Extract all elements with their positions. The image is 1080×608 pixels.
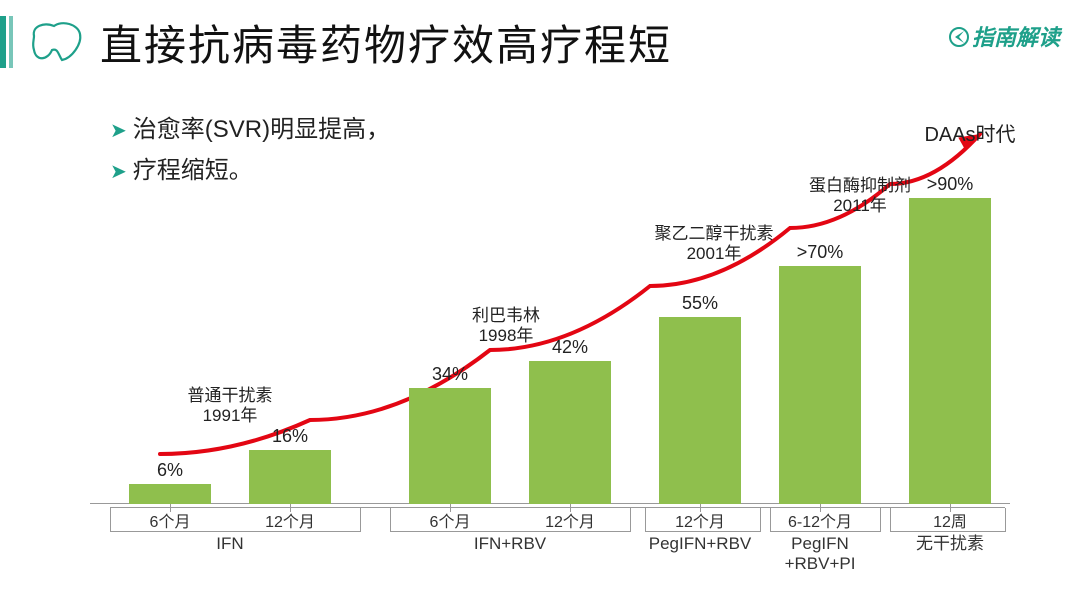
bar-rect — [909, 198, 991, 504]
bar-value-label: 34% — [409, 364, 491, 385]
group-underline — [110, 531, 360, 532]
group-tick — [880, 508, 881, 532]
group-underline — [645, 531, 760, 532]
bar-rect — [129, 484, 211, 504]
group-label: PegIFN +RBV+PI — [785, 534, 856, 574]
group-underline — [770, 531, 880, 532]
header: 直接抗病毒药物疗效高疗程短 指南解读 — [0, 10, 1080, 80]
duration-underline — [110, 507, 1005, 508]
duration-label: 12周 — [933, 508, 967, 532]
group-label: 无干扰素 — [916, 534, 984, 554]
bar-value-label: 6% — [129, 460, 211, 481]
duration-label: 6个月 — [430, 508, 471, 532]
bar-value-label: >90% — [909, 174, 991, 195]
group-row: IFN IFN+RBV PegIFN+RBV PegIFN +RBV+PI 无干扰素 — [90, 532, 1010, 580]
bar-rect — [529, 361, 611, 504]
bar-value-label: >70% — [779, 242, 861, 263]
group-tick — [645, 508, 646, 532]
brand-text: 指南解读 — [972, 25, 1060, 50]
bar-rect — [249, 450, 331, 504]
plot-area: 6% 16% 34% 42% 55% >70% >90% 普通干扰素1991年 利巴韦林1998… — [90, 124, 1010, 504]
bar-rect — [409, 388, 491, 504]
page-title: 直接抗病毒药物疗效高疗程短 — [100, 12, 672, 73]
group-underline — [890, 531, 1005, 532]
group-tick — [1005, 508, 1006, 532]
bar: 34% — [409, 388, 491, 504]
group-tick — [360, 508, 361, 532]
liver-icon — [28, 18, 84, 66]
duration-label: 12个月 — [675, 508, 725, 532]
bar: 42% — [529, 361, 611, 504]
milestone-label: 利巴韦林1998年 — [472, 306, 540, 346]
group-label: IFN+RBV — [474, 534, 546, 554]
bar-rect — [659, 317, 741, 504]
accent-bar — [0, 16, 18, 68]
bar-rect — [779, 266, 861, 504]
duration-label: 12个月 — [265, 508, 315, 532]
group-label: IFN — [216, 534, 243, 554]
bar: 16% — [249, 450, 331, 504]
milestone-label: 蛋白酶抑制剂2011年 — [809, 176, 911, 216]
group-tick — [770, 508, 771, 532]
group-underline — [390, 531, 630, 532]
duration-label: 6-12个月 — [788, 508, 852, 532]
milestone-label: 聚乙二醇干扰素2001年 — [655, 224, 774, 264]
bar-value-label: 42% — [529, 337, 611, 358]
bar: >90% — [909, 198, 991, 504]
group-tick — [390, 508, 391, 532]
duration-label: 12个月 — [545, 508, 595, 532]
duration-label: 6个月 — [150, 508, 191, 532]
era-label: DAAs时代 — [924, 118, 1015, 147]
slide: 直接抗病毒药物疗效高疗程短 指南解读 ➤治愈率(SVR)明显提高， ➤疗程缩短。… — [0, 0, 1080, 608]
group-tick — [890, 508, 891, 532]
svr-chart: 6% 16% 34% 42% 55% >70% >90% 普通干扰素1991年 利巴韦林1998… — [90, 100, 1010, 580]
duration-row: 6个月 12个月 6个月 12个月 12个月 6-12个月 12周 — [90, 506, 1010, 532]
brand-badge: 指南解读 — [948, 20, 1060, 52]
milestone-label: 普通干扰素1991年 — [188, 386, 273, 426]
bar: >70% — [779, 266, 861, 504]
bar: 55% — [659, 317, 741, 504]
group-label: PegIFN+RBV — [649, 534, 752, 554]
group-tick — [110, 508, 111, 532]
bar-value-label: 16% — [249, 426, 331, 447]
group-tick — [630, 508, 631, 532]
bar-value-label: 55% — [659, 293, 741, 314]
group-tick — [760, 508, 761, 532]
bar: 6% — [129, 484, 211, 504]
